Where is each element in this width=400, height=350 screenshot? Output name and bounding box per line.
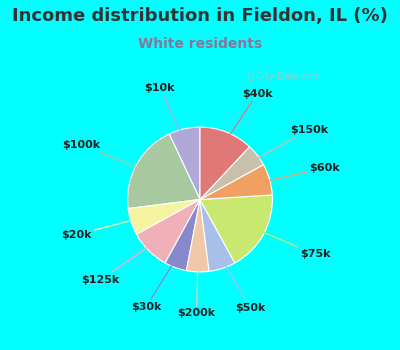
Wedge shape xyxy=(200,164,272,200)
Text: White residents: White residents xyxy=(138,37,262,51)
Wedge shape xyxy=(165,199,200,271)
Text: $150k: $150k xyxy=(244,125,328,166)
Wedge shape xyxy=(200,195,272,263)
Wedge shape xyxy=(128,199,200,234)
Text: $20k: $20k xyxy=(61,216,148,240)
Wedge shape xyxy=(200,147,264,200)
Text: $30k: $30k xyxy=(131,251,181,312)
Text: $50k: $50k xyxy=(218,252,266,313)
Text: ⌕ City-Data.com: ⌕ City-Data.com xyxy=(248,72,321,80)
Text: $60k: $60k xyxy=(253,163,340,184)
Text: $40k: $40k xyxy=(221,89,272,149)
Text: $200k: $200k xyxy=(177,254,216,318)
Wedge shape xyxy=(200,199,235,271)
Wedge shape xyxy=(136,199,200,263)
Wedge shape xyxy=(200,127,250,200)
Wedge shape xyxy=(169,127,200,200)
Text: $125k: $125k xyxy=(81,238,161,285)
Text: $100k: $100k xyxy=(62,140,152,173)
Text: $10k: $10k xyxy=(145,83,188,146)
Wedge shape xyxy=(186,199,209,272)
Text: $75k: $75k xyxy=(248,226,330,259)
Wedge shape xyxy=(128,134,200,209)
Text: Income distribution in Fieldon, IL (%): Income distribution in Fieldon, IL (%) xyxy=(12,7,388,25)
